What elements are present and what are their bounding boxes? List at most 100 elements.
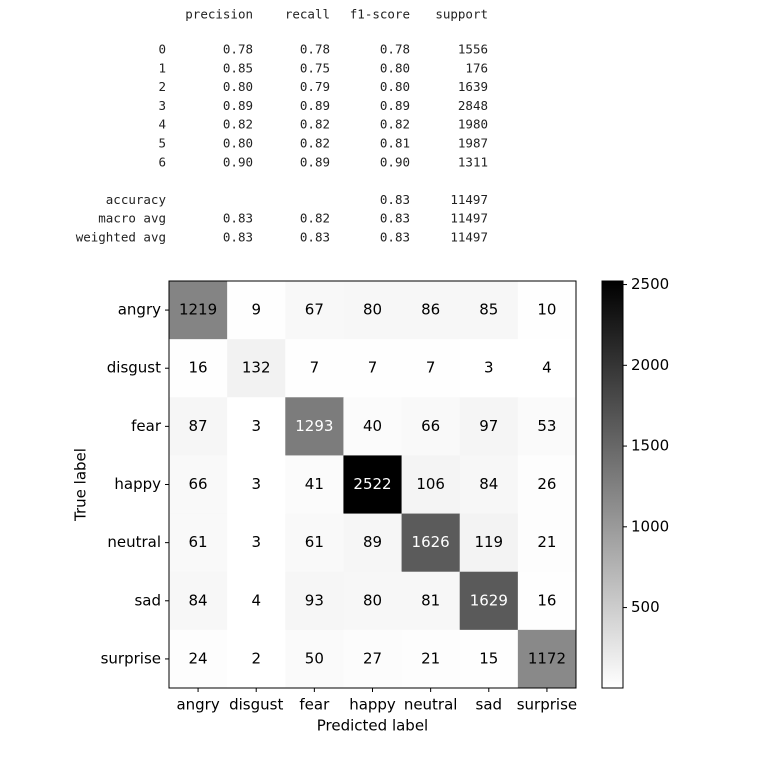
- report-cell: 1311: [458, 154, 488, 169]
- cell-label: 3: [251, 417, 261, 435]
- heatmap-cell: [343, 339, 403, 398]
- x-tick-label: surprise: [517, 696, 577, 714]
- report-cell: 1556: [458, 42, 488, 57]
- cell-label: 3: [251, 475, 261, 493]
- y-tick-label: neutral: [107, 533, 161, 551]
- colorbar-tick-label: 1000: [631, 517, 669, 535]
- heatmap-cell: [169, 397, 228, 456]
- report-cell: 0.90: [223, 154, 253, 169]
- heatmap-cell: [285, 339, 344, 398]
- report-cell: 0.82: [300, 117, 330, 132]
- heatmap-cell: [343, 571, 403, 631]
- y-tick-label: disgust: [107, 359, 161, 377]
- heatmap-cell: [459, 571, 519, 631]
- heatmap-cell: [227, 281, 286, 340]
- cell-label: 97: [479, 417, 498, 435]
- heatmap-cell: [227, 397, 286, 456]
- cell-label: 84: [189, 591, 208, 609]
- x-tick-label: happy: [349, 696, 396, 714]
- heatmap-cell: [459, 513, 519, 573]
- heatmap-cell: [285, 629, 344, 689]
- report-header: precision: [185, 7, 253, 22]
- report-cell: 0.78: [380, 42, 410, 57]
- heatmap-cell: [227, 455, 286, 515]
- heatmap-cell: [343, 455, 403, 515]
- cell-label: 61: [305, 533, 324, 551]
- report-cell: 0.83: [223, 230, 253, 245]
- colorbar-tick-label: 1500: [631, 437, 669, 455]
- report-row-label: 4: [158, 117, 166, 132]
- heatmap-cell: [169, 571, 228, 631]
- y-tick-label: surprise: [101, 649, 161, 667]
- report-cell: 11497: [450, 192, 488, 207]
- heatmap-cell: [459, 629, 519, 689]
- cell-label: 26: [537, 475, 556, 493]
- heatmap-cell: [285, 397, 344, 456]
- cell-label: 87: [189, 417, 208, 435]
- heatmap-cell: [517, 281, 577, 340]
- cell-label: 53: [537, 417, 556, 435]
- y-tick-label: sad: [134, 591, 161, 609]
- heatmap-cell: [459, 281, 519, 340]
- report-row-label: macro avg: [98, 211, 166, 226]
- cell-label: 132: [242, 359, 271, 377]
- heatmap-cell: [459, 455, 519, 515]
- colorbar-tick-label: 2000: [631, 356, 669, 374]
- report-cell: 0.80: [223, 79, 253, 94]
- cell-label: 85: [479, 301, 498, 319]
- heatmap-cell: [169, 281, 228, 340]
- heatmap-cell: [227, 571, 286, 631]
- cell-label: 41: [305, 475, 324, 493]
- cell-label: 2: [251, 649, 261, 667]
- report-header: recall: [285, 7, 330, 22]
- heatmap-cell: [343, 281, 403, 340]
- report-cell: 0.79: [300, 79, 330, 94]
- report-cell: 0.82: [223, 117, 253, 132]
- cell-label: 4: [251, 591, 261, 609]
- report-row-label: 0: [158, 42, 166, 57]
- cell-label: 84: [479, 475, 498, 493]
- heatmap-cell: [401, 397, 461, 456]
- cell-label: 10: [537, 301, 556, 319]
- cell-label: 93: [305, 591, 324, 609]
- cell-label: 1172: [528, 649, 566, 667]
- heatmap-cell: [517, 513, 577, 573]
- heatmap-cell: [285, 571, 344, 631]
- heatmap-cell: [517, 339, 577, 398]
- heatmap-cell: [227, 513, 286, 573]
- x-tick-label: angry: [176, 696, 219, 714]
- report-cell: 11497: [450, 230, 488, 245]
- cell-label: 7: [368, 359, 378, 377]
- cell-label: 24: [189, 649, 208, 667]
- report-cell: 176: [465, 60, 488, 75]
- cell-label: 9: [251, 301, 261, 319]
- report-cell: 0.83: [300, 230, 330, 245]
- report-cell: 0.83: [380, 211, 410, 226]
- y-tick-label: angry: [118, 301, 161, 319]
- report-cell: 0.89: [380, 98, 410, 113]
- heatmap-cell: [459, 339, 519, 398]
- cell-label: 16: [537, 591, 556, 609]
- report-row-label: 2: [158, 79, 166, 94]
- heatmap-cell: [227, 629, 286, 689]
- x-tick-label: disgust: [229, 696, 283, 714]
- cell-label: 1629: [470, 591, 508, 609]
- report-cell: 0.83: [223, 211, 253, 226]
- heatmap-cell: [169, 629, 228, 689]
- cell-label: 4: [542, 359, 552, 377]
- y-tick-label: fear: [131, 417, 162, 435]
- heatmap-cell: [343, 397, 403, 456]
- cell-label: 61: [189, 533, 208, 551]
- x-tick-label: sad: [476, 696, 503, 714]
- x-tick-label: neutral: [404, 696, 458, 714]
- cell-label: 21: [537, 533, 556, 551]
- cell-label: 27: [363, 649, 382, 667]
- x-tick-label: fear: [299, 696, 330, 714]
- cell-label: 21: [421, 649, 440, 667]
- heatmap-cell: [343, 629, 403, 689]
- x-axis-label: Predicted label: [317, 717, 428, 735]
- report-cell: 0.80: [380, 60, 410, 75]
- cell-label: 50: [305, 649, 324, 667]
- report-cell: 0.82: [300, 211, 330, 226]
- report-cell: 1639: [458, 79, 488, 94]
